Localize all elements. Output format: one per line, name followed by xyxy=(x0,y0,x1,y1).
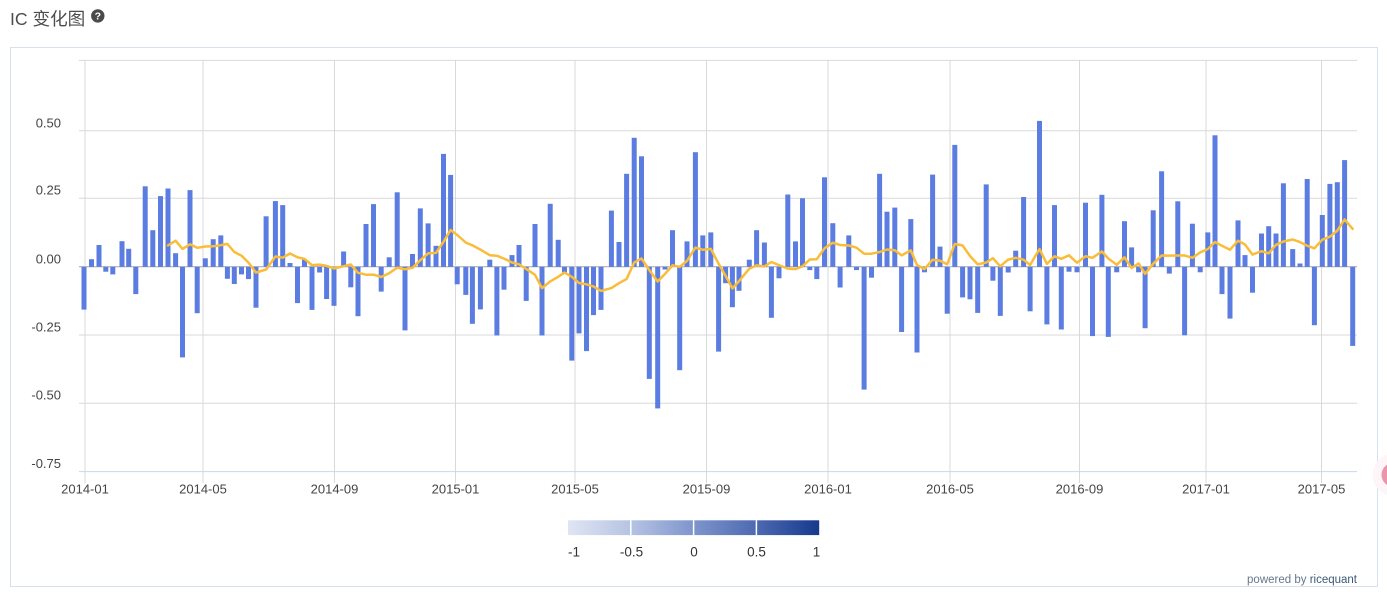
svg-text:-0.25: -0.25 xyxy=(31,320,61,335)
svg-text:2015-09: 2015-09 xyxy=(683,482,731,497)
svg-text:2016-01: 2016-01 xyxy=(804,482,852,497)
svg-text:-0.5: -0.5 xyxy=(620,545,643,560)
svg-text:2015-05: 2015-05 xyxy=(551,482,599,497)
svg-text:0.25: 0.25 xyxy=(36,183,61,198)
svg-text:1: 1 xyxy=(813,545,821,560)
svg-text:?: ? xyxy=(95,11,101,23)
svg-text:0.00: 0.00 xyxy=(36,251,61,266)
svg-text:2016-09: 2016-09 xyxy=(1056,482,1104,497)
svg-text:2014-01: 2014-01 xyxy=(61,482,109,497)
svg-text:2016-05: 2016-05 xyxy=(926,482,974,497)
svg-text:2017-05: 2017-05 xyxy=(1298,482,1346,497)
svg-text:2014-05: 2014-05 xyxy=(179,482,227,497)
svg-text:2014-09: 2014-09 xyxy=(311,482,359,497)
svg-text:-1: -1 xyxy=(568,545,580,560)
svg-text:-0.75: -0.75 xyxy=(31,456,61,471)
svg-text:IC 变化图: IC 变化图 xyxy=(10,9,85,29)
svg-text:0.5: 0.5 xyxy=(747,545,766,560)
svg-text:0: 0 xyxy=(690,545,698,560)
svg-text:powered by ricequant: powered by ricequant xyxy=(1247,574,1358,586)
svg-text:-0.50: -0.50 xyxy=(31,388,61,403)
svg-text:0.50: 0.50 xyxy=(36,115,61,130)
svg-text:2017-01: 2017-01 xyxy=(1182,482,1230,497)
svg-text:2015-01: 2015-01 xyxy=(432,482,480,497)
